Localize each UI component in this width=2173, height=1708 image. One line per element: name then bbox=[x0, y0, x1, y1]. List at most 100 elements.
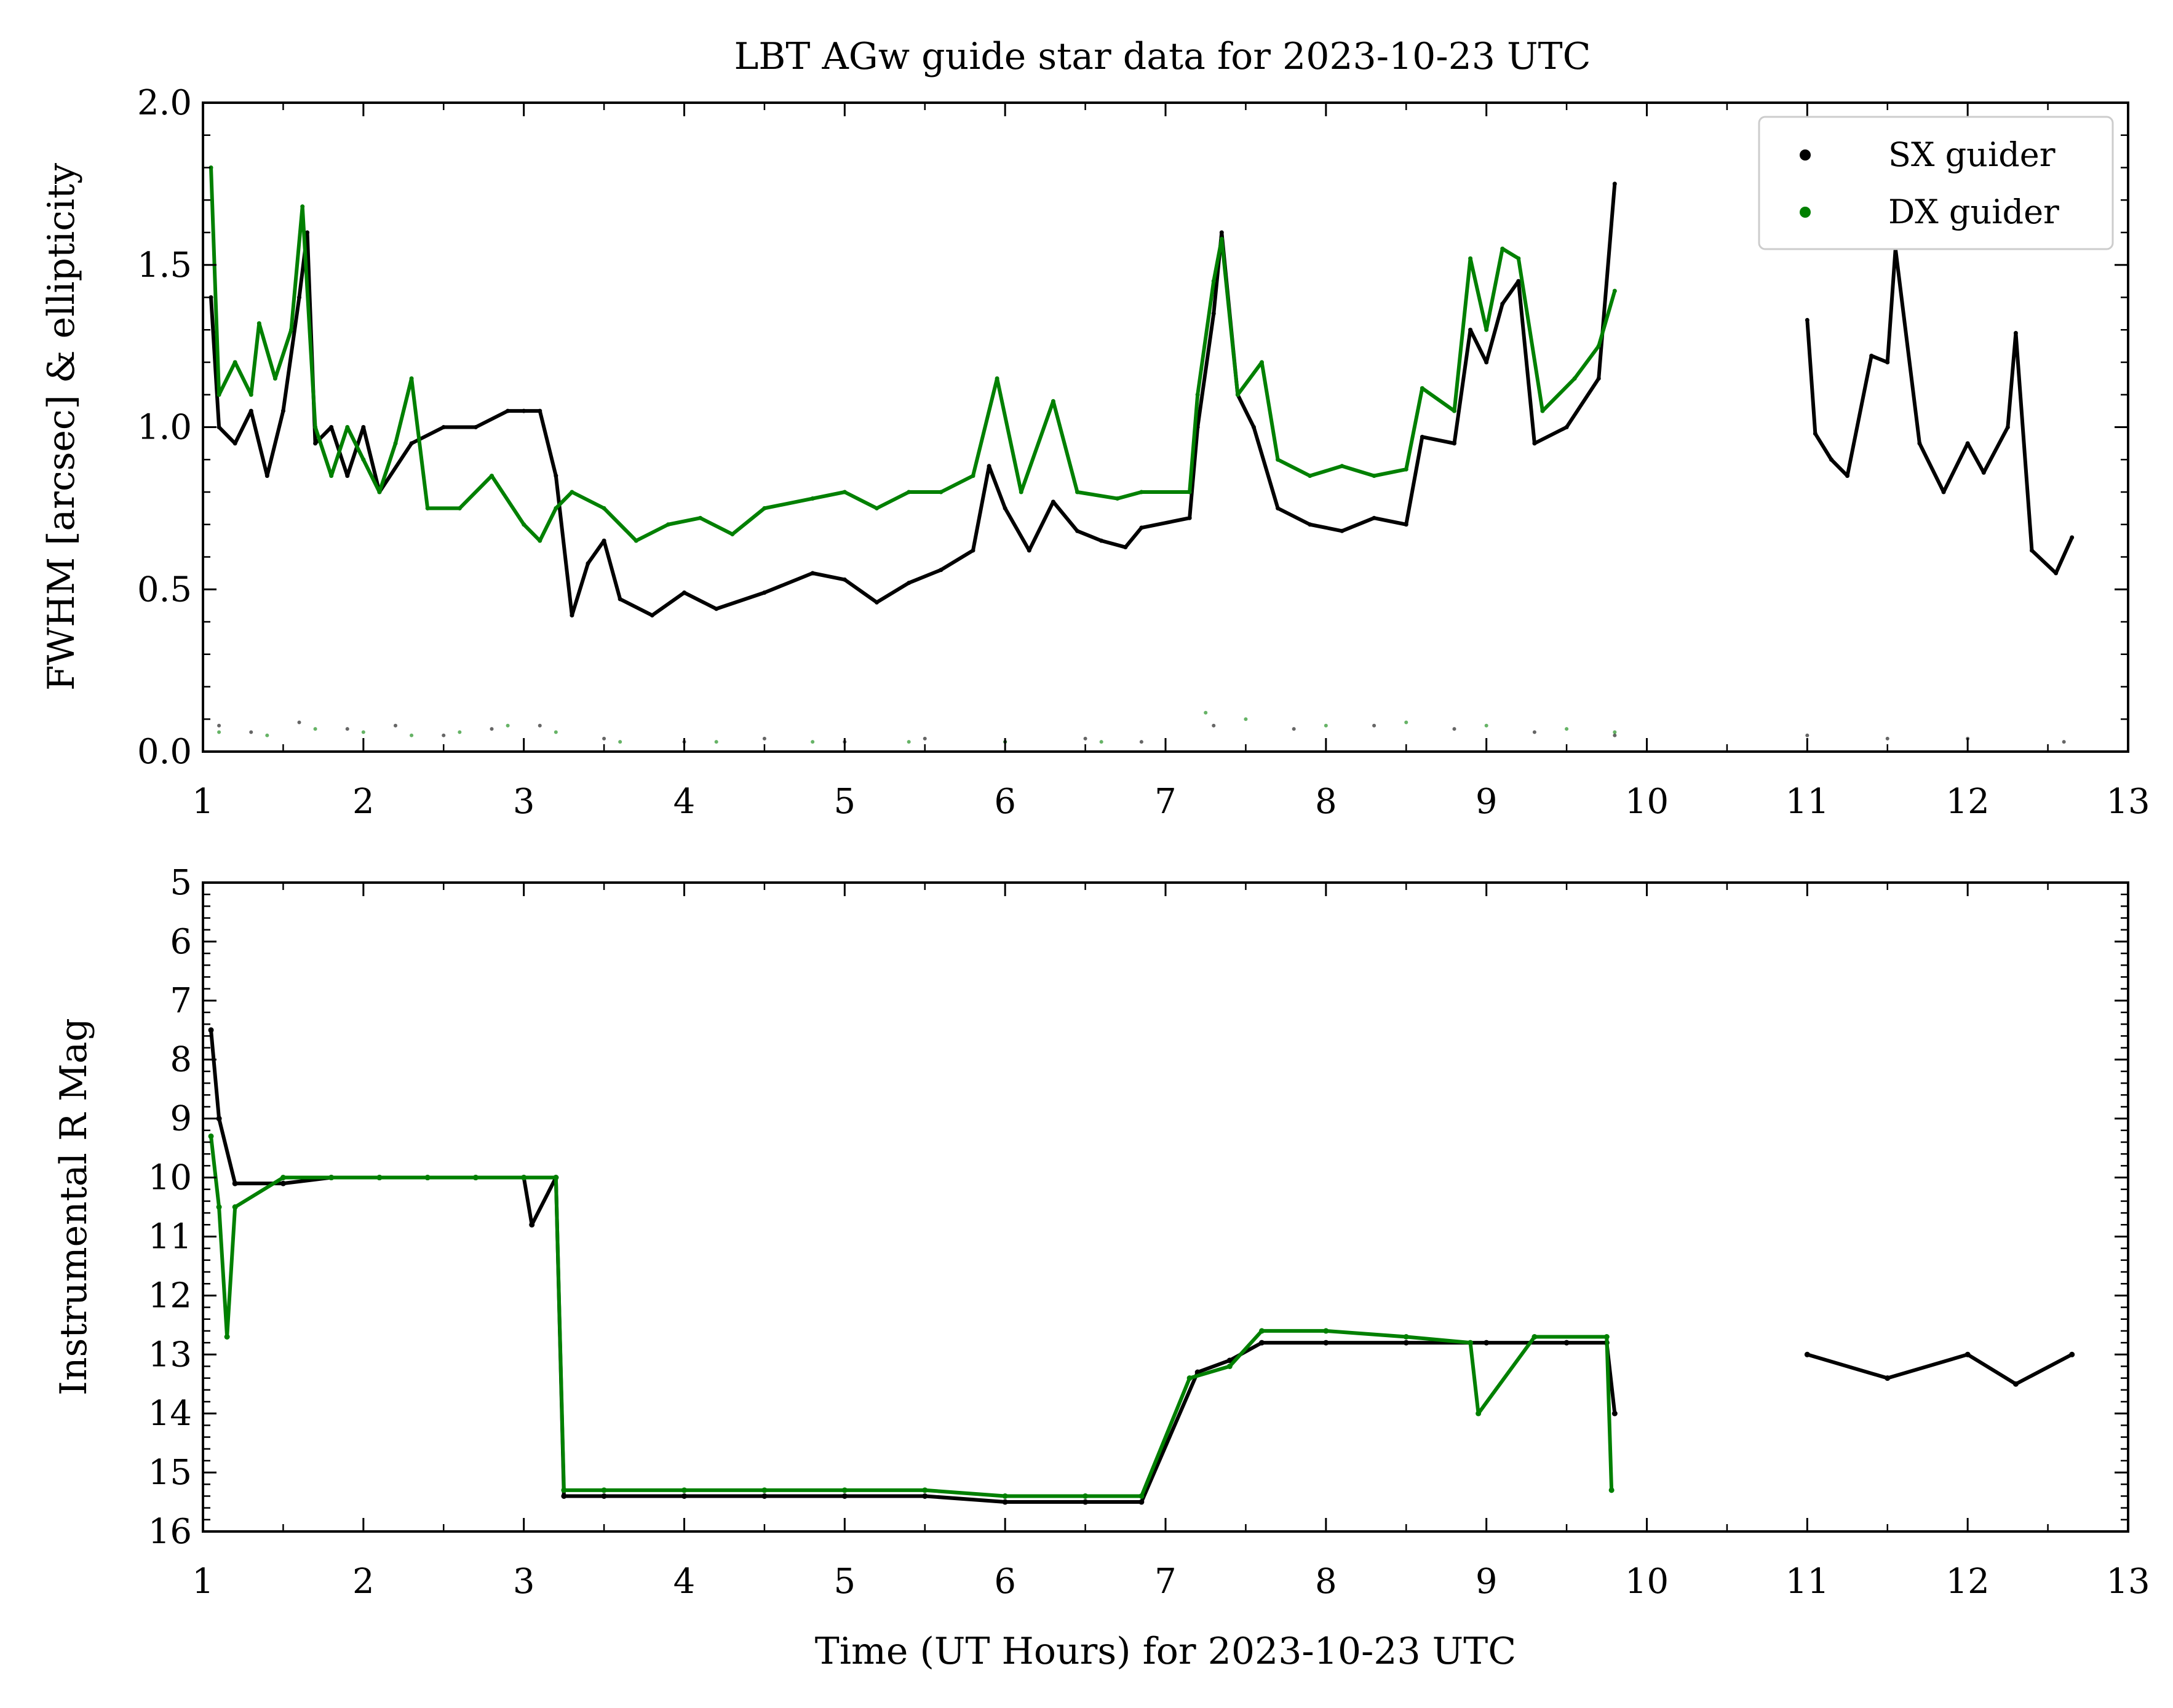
sx-magnitude-point bbox=[2069, 1351, 2075, 1357]
sx-fwhm-point bbox=[329, 425, 334, 429]
y-tick-label: 14 bbox=[148, 1394, 192, 1434]
dx-fwhm-point bbox=[1308, 474, 1313, 479]
dx-fwhm-point bbox=[256, 321, 261, 326]
y-tick-label: 16 bbox=[148, 1512, 192, 1552]
dx-fwhm-point bbox=[457, 506, 462, 510]
x-tick-label: 1 bbox=[192, 782, 214, 822]
sx-magnitude-point bbox=[2012, 1381, 2019, 1387]
sx-magnitude-point bbox=[208, 1027, 214, 1033]
sx-fwhm-point bbox=[2005, 425, 2010, 429]
x-tick-label: 12 bbox=[1946, 782, 1990, 822]
dx-fwhm-point bbox=[907, 490, 912, 495]
sx-fwhm-point bbox=[875, 600, 879, 605]
y-tick-label: 0.0 bbox=[137, 732, 192, 772]
sx-fwhm-point bbox=[1829, 457, 1833, 462]
dx-fwhm-point bbox=[1019, 490, 1023, 495]
sx-ellipticity-point bbox=[1083, 736, 1087, 741]
dx-magnitude-point bbox=[280, 1175, 286, 1181]
sx-fwhm-point bbox=[1123, 545, 1128, 550]
sx-fwhm-point bbox=[842, 577, 847, 582]
magnitude-points bbox=[208, 1027, 2075, 1505]
sx-fwhm-point bbox=[506, 408, 510, 413]
sx-fwhm-point bbox=[1981, 470, 1986, 475]
dx-magnitude-point bbox=[1138, 1493, 1145, 1499]
sx-ellipticity-point bbox=[1805, 733, 1810, 737]
dx-magnitude-point bbox=[376, 1175, 383, 1181]
x-tick-label: 2 bbox=[352, 1562, 375, 1602]
dx-magnitude-point bbox=[1608, 1487, 1615, 1493]
dx-fwhm-point bbox=[538, 538, 542, 543]
sx-fwhm-point bbox=[2013, 331, 2018, 336]
sx-ellipticity-point bbox=[1372, 723, 1376, 728]
sx-fwhm-point bbox=[1516, 279, 1521, 284]
dx-magnitude-point bbox=[232, 1204, 238, 1210]
sx-fwhm-point bbox=[209, 295, 213, 300]
dx-magnitude-point bbox=[553, 1175, 559, 1181]
sx-fwhm-point bbox=[1075, 528, 1080, 533]
dx-ellipticity-point bbox=[361, 730, 365, 734]
dx-fwhm-point bbox=[217, 392, 221, 397]
y-tick-label: 6 bbox=[170, 922, 192, 962]
sx-fwhm-point bbox=[1965, 441, 1970, 446]
sx-magnitude-point bbox=[216, 1116, 222, 1122]
x-tick-label: 4 bbox=[673, 782, 696, 822]
dx-fwhm-point bbox=[361, 457, 366, 462]
sx-fwhm-point bbox=[1139, 525, 1144, 530]
dx-fwhm-point bbox=[248, 392, 253, 397]
sx-ellipticity-point bbox=[1212, 723, 1216, 728]
sx-fwhm-point bbox=[1917, 441, 1922, 446]
dx-fwhm-point bbox=[665, 522, 670, 527]
sx-ellipticity-point bbox=[762, 736, 766, 741]
y-tick-label: 2.0 bbox=[137, 83, 192, 123]
sx-fwhm-point bbox=[2054, 571, 2059, 576]
y-tick-label: 8 bbox=[170, 1040, 192, 1080]
dx-fwhm-point bbox=[842, 490, 847, 495]
sx-magnitude-point bbox=[1138, 1499, 1145, 1505]
x-tick-label: 3 bbox=[513, 782, 535, 822]
dx-fwhm-point bbox=[300, 204, 305, 209]
dx-fwhm-point bbox=[377, 490, 382, 495]
fwhm-points bbox=[209, 165, 2075, 744]
sx-fwhm-point bbox=[1468, 327, 1473, 332]
sx-fwhm-point bbox=[1219, 230, 1224, 235]
x-tick-label: 6 bbox=[994, 782, 1016, 822]
sx-magnitude-point bbox=[280, 1180, 286, 1186]
y-tick-label: 12 bbox=[148, 1276, 192, 1316]
x-tick-label: 11 bbox=[1786, 1562, 1829, 1602]
dx-ellipticity-point bbox=[217, 730, 221, 734]
dx-magnitude-point bbox=[922, 1487, 928, 1493]
sx-fwhm-point bbox=[1099, 538, 1104, 543]
dx-magnitude-point bbox=[1259, 1328, 1265, 1334]
dx-magnitude-trace bbox=[209, 1136, 1614, 1498]
dx-fwhm-point bbox=[1075, 490, 1080, 495]
dx-magnitude-point bbox=[424, 1175, 431, 1181]
dx-fwhm-point bbox=[393, 441, 398, 446]
sx-fwhm-point bbox=[1941, 490, 1946, 495]
dx-magnitude-point bbox=[1531, 1334, 1538, 1340]
sx-fwhm-point bbox=[602, 538, 606, 543]
legend-sx-marker bbox=[1800, 149, 1811, 161]
sx-magnitude-point bbox=[1002, 1499, 1008, 1505]
sx-fwhm-point bbox=[1564, 425, 1569, 429]
dx-fwhm-point bbox=[698, 515, 703, 520]
sx-magnitude-point bbox=[1403, 1340, 1409, 1346]
sx-fwhm-point bbox=[1372, 515, 1376, 520]
sx-fwhm-point bbox=[305, 230, 310, 235]
dx-fwhm-point bbox=[313, 425, 318, 429]
dx-fwhm-point bbox=[602, 506, 606, 510]
x-tick-label: 8 bbox=[1315, 1562, 1337, 1602]
dx-magnitude-point bbox=[1083, 1493, 1089, 1499]
dx-ellipticity-point bbox=[313, 727, 317, 731]
sx-ellipticity-point bbox=[297, 720, 301, 725]
dx-fwhm-point bbox=[1139, 490, 1144, 495]
legend-dx-marker bbox=[1800, 207, 1811, 218]
sx-magnitude-point bbox=[1323, 1340, 1329, 1346]
dx-fwhm-point bbox=[1211, 279, 1216, 284]
dx-fwhm-point bbox=[1572, 376, 1577, 381]
dx-magnitude-point bbox=[1186, 1375, 1193, 1381]
x-tick-label: 7 bbox=[1154, 1562, 1177, 1602]
x-tick-label: 9 bbox=[1476, 782, 1498, 822]
sx-fwhm-point bbox=[939, 568, 943, 573]
sx-magnitude-point bbox=[841, 1493, 848, 1499]
